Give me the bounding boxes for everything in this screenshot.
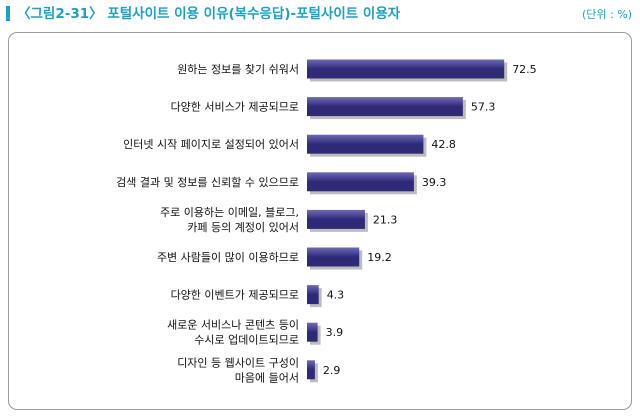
bars-layer: 원하는 정보를 찾기 쉬워서 72.5 다양한 서비스가 제공되므로 57.3 인터넷 … (116, 59, 537, 384)
chart-title: 〈그림2-31〉 포털사이트 이용 이유(복수응답)-포털사이트 이용자 (17, 6, 401, 22)
category-label: 디자인 등 웹사이트 구성이 (177, 356, 299, 369)
value-label: 3.9 (326, 326, 344, 339)
bar-row: 검색 결과 및 정보를 신뢰할 수 있으므로 39.3 (116, 172, 447, 195)
bar (307, 134, 424, 154)
bar-row: 원하는 정보를 찾기 쉬워서 72.5 (177, 59, 537, 82)
bar-row: 다양한 이벤트가 제공되므로 4.3 (171, 285, 345, 308)
category-label: 마음에 들어서 (235, 371, 299, 384)
bar-row: 주변 사람들이 많이 이용하므로 19.2 (157, 247, 392, 270)
chart-frame: 원하는 정보를 찾기 쉬워서 72.5 다양한 서비스가 제공되므로 57.3 인터넷 … (8, 32, 632, 410)
unit-label: (단위 : %) (582, 8, 632, 21)
value-label: 42.8 (431, 138, 456, 151)
title-marker (6, 6, 10, 21)
bar (307, 97, 463, 117)
value-label: 21.3 (373, 213, 398, 226)
category-label: 주로 이용하는 이메일, 블로그, (160, 205, 299, 219)
value-label: 72.5 (512, 63, 537, 76)
category-label: 원하는 정보를 찾기 쉬워서 (177, 62, 299, 76)
value-label: 57.3 (471, 101, 496, 114)
category-label: 주변 사람들이 많이 이용하므로 (157, 250, 299, 264)
title-bar: 〈그림2-31〉 포털사이트 이용 이유(복수응답)-포털사이트 이용자 (단위… (6, 4, 634, 24)
category-label: 검색 결과 및 정보를 신뢰할 수 있으므로 (116, 176, 299, 189)
value-label: 2.9 (323, 364, 341, 377)
value-label: 19.2 (367, 251, 392, 264)
bar-row: 인터넷 시작 페이지로 설정되어 있어서 42.8 (123, 134, 456, 157)
bar (307, 59, 505, 79)
bar (307, 360, 315, 380)
bar-row: 다양한 서비스가 제공되므로 57.3 (171, 97, 496, 120)
bar (307, 322, 318, 342)
category-label: 인터넷 시작 페이지로 설정되어 있어서 (123, 138, 299, 151)
bar (307, 285, 319, 305)
category-label: 카페 등의 계정이 있어서 (187, 221, 299, 234)
category-label: 다양한 이벤트가 제공되므로 (171, 289, 299, 302)
value-label: 39.3 (422, 176, 447, 189)
category-label: 새로운 서비스나 콘텐츠 등이 (167, 319, 299, 332)
bar-row: 주로 이용하는 이메일, 블로그, 카페 등의 계정이 있어서 21.3 (160, 205, 397, 234)
category-label: 다양한 서비스가 제공되므로 (171, 101, 299, 114)
bar (307, 172, 414, 192)
value-label: 4.3 (327, 289, 345, 302)
category-label: 수시로 업데이트되므로 (194, 334, 299, 347)
bar (307, 247, 360, 267)
bar (307, 209, 365, 229)
bar-chart: 원하는 정보를 찾기 쉬워서 72.5 다양한 서비스가 제공되므로 57.3 인터넷 … (116, 59, 537, 384)
